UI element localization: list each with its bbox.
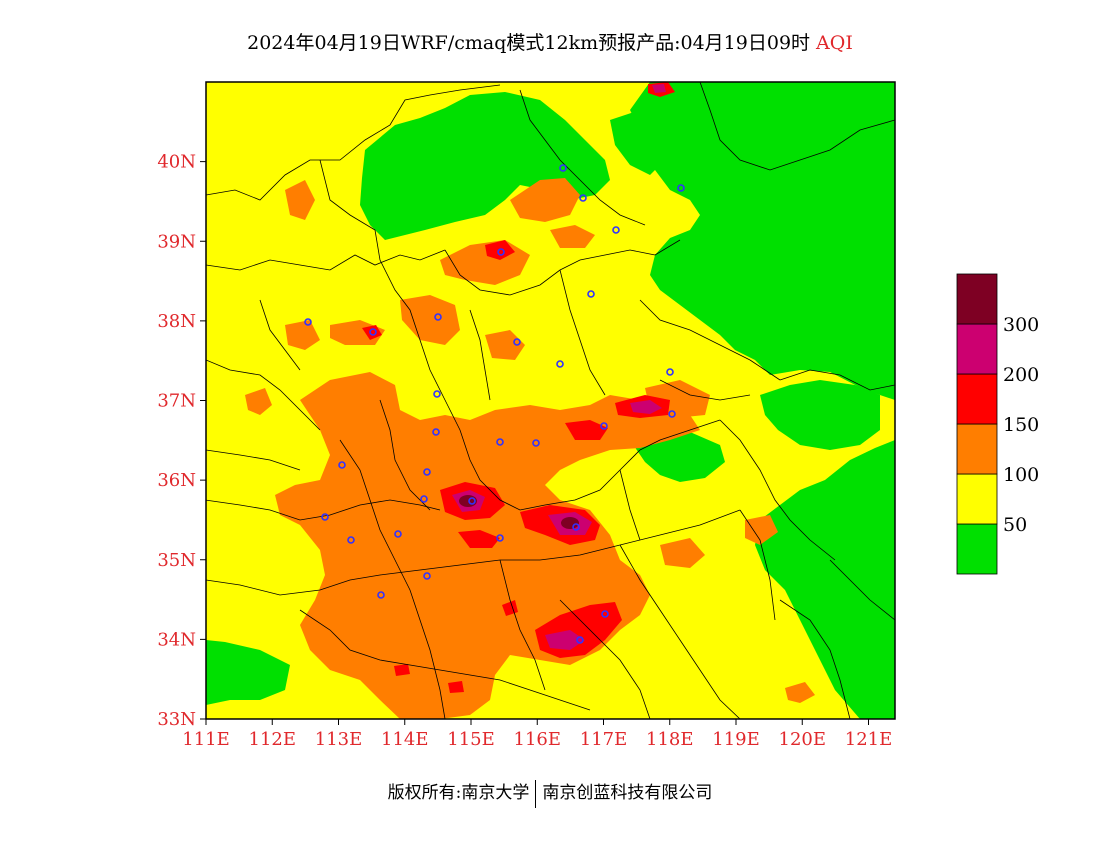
- copyright-footer: 版权所有:南京大学 南京创蓝科技有限公司: [0, 778, 1100, 808]
- usg-zone-mid-2: [245, 388, 272, 415]
- copyright-separator: [535, 779, 537, 808]
- aqi-field: [206, 82, 895, 719]
- copyright-right: 南京创蓝科技有限公司: [542, 783, 713, 803]
- title-variable: AQI: [816, 32, 853, 54]
- monitoring-stations: [304, 164, 685, 644]
- unhealthy-core-beijing: [485, 240, 515, 260]
- x-tick-label: 112E: [249, 729, 297, 750]
- map-title: 2024年04月19日WRF/cmaq模式12km预报产品:04月19日09时 A…: [0, 28, 1100, 55]
- y-tick-label: 35N: [157, 550, 196, 571]
- very-unhealthy-core-3: [545, 630, 585, 650]
- very-unhealthy-core-5: [652, 84, 666, 93]
- x-tick-label: 121E: [845, 729, 893, 750]
- good-zone-north-2: [610, 110, 665, 175]
- y-tick-label: 34N: [157, 629, 196, 650]
- y-tick-label: 40N: [157, 152, 196, 173]
- longitude-axis: 111E 112E 113E 114E 115E 116E 117E 118E 119E 120E…: [182, 719, 892, 750]
- latitude-axis: 33N 34N 35N 36N 37N 38N 39N 40N: [157, 152, 206, 730]
- usg-zone-north-4: [550, 225, 595, 248]
- usg-zone-north-3: [510, 178, 580, 222]
- colorbar-segment: [956, 473, 998, 525]
- title-main: 2024年04月19日WRF/cmaq模式12km预报产品:04月19日09时: [247, 32, 811, 54]
- unhealthy-core-small-3: [448, 681, 464, 693]
- unhealthy-core-taiyuan: [362, 325, 382, 340]
- colorbar-label: 300: [1003, 314, 1039, 336]
- colorbar-segment: [956, 273, 998, 325]
- good-zone-southwest: [206, 640, 290, 705]
- colorbar-label: 200: [1003, 364, 1039, 386]
- x-tick-label: 114E: [381, 729, 429, 750]
- good-zone-shandong-mid: [630, 432, 725, 482]
- copyright-left: 版权所有:南京大学: [387, 783, 530, 803]
- colorbar-segment: [956, 323, 998, 375]
- y-tick-label: 38N: [157, 311, 196, 332]
- colorbar-label: 50: [1003, 514, 1027, 536]
- y-tick-label: 37N: [157, 391, 196, 412]
- good-zone-shandong-east: [760, 380, 880, 450]
- colorbar-segment: [956, 423, 998, 475]
- unhealthy-core-shandong-mid: [565, 420, 608, 440]
- x-tick-label: 117E: [580, 729, 628, 750]
- colorbar-segment: [956, 523, 998, 575]
- usg-zone-east-2: [745, 515, 778, 545]
- x-tick-label: 111E: [182, 729, 230, 750]
- usg-zone-south-1: [785, 682, 815, 703]
- usg-zone-west-3: [285, 320, 320, 350]
- y-tick-label: 33N: [157, 709, 196, 730]
- x-tick-label: 113E: [315, 729, 363, 750]
- colorbar-label: 150: [1003, 414, 1039, 436]
- good-zone-northeast-sea: [630, 82, 895, 400]
- y-tick-label: 39N: [157, 231, 196, 252]
- unhealthy-core-small-2: [394, 664, 410, 676]
- y-tick-label: 36N: [157, 470, 196, 491]
- very-unhealthy-core-4: [630, 400, 662, 414]
- x-tick-label: 120E: [779, 729, 827, 750]
- usg-zone-north-1: [400, 295, 460, 345]
- x-tick-label: 118E: [646, 729, 694, 750]
- good-zone-southeast-sea: [755, 440, 895, 719]
- usg-zone-east-1: [660, 538, 705, 568]
- x-tick-label: 116E: [514, 729, 562, 750]
- usg-zone-west-1: [285, 180, 315, 220]
- hazardous-core-2: [561, 517, 579, 529]
- aqi-colorbar: 50 100 150 200 300: [956, 273, 1039, 575]
- good-zone-north: [360, 92, 610, 240]
- admin-boundaries: [206, 82, 895, 719]
- colorbar-label: 100: [1003, 464, 1039, 486]
- x-tick-label: 115E: [447, 729, 495, 750]
- x-tick-label: 119E: [712, 729, 760, 750]
- colorbar-segment: [956, 373, 998, 425]
- usg-zone-mid-1: [485, 330, 525, 360]
- unhealthy-core-handan: [458, 530, 500, 548]
